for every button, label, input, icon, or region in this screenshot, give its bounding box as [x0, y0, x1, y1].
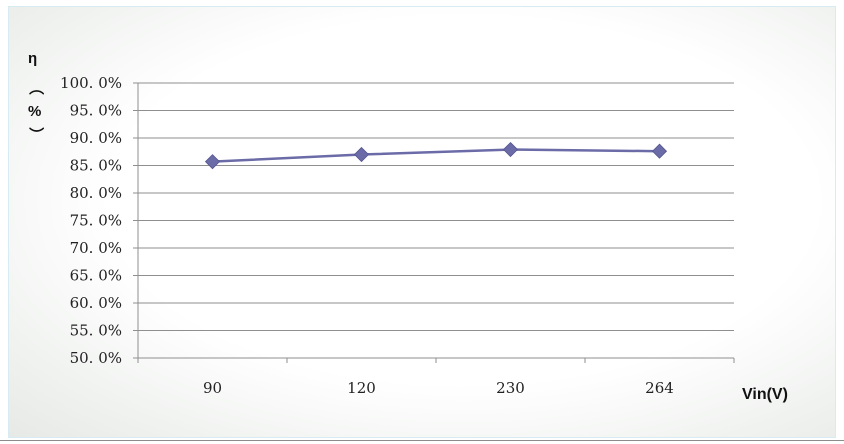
series-line: [212, 148, 660, 163]
y-axis-title-open-paren: （: [27, 80, 45, 95]
y-tick-labels: 50. 0% 55. 0% 60. 0% 65. 0% 70. 0% 75. 0% 80. …: [60, 74, 122, 367]
x-tick-label: 90: [203, 379, 222, 397]
y-axis-title-eta: η: [28, 50, 37, 67]
axes: [133, 82, 735, 363]
y-tick-label: 80. 0%: [70, 184, 122, 202]
x-tick-label: 264: [645, 379, 674, 397]
chart-frame: [8, 6, 836, 438]
y-tick-label: 70. 0%: [70, 239, 122, 257]
y-tick-label: 55. 0%: [70, 322, 122, 340]
data-point-marker: [651, 143, 668, 159]
x-tick-labels: 90 120 230 264: [203, 379, 674, 397]
y-tick-label: 90. 0%: [70, 129, 122, 147]
y-tick-label: 85. 0%: [70, 157, 122, 175]
gridlines: [138, 82, 734, 331]
y-axis-title-percent: %: [28, 103, 41, 120]
y-tick-label: 50. 0%: [70, 349, 122, 367]
x-tick-label: 230: [496, 379, 525, 397]
y-tick-label: 65. 0%: [70, 267, 122, 285]
x-axis-title: Vin(V): [742, 386, 788, 403]
y-tick-label: 95. 0%: [70, 102, 122, 120]
y-tick-label: 60. 0%: [70, 294, 122, 312]
bottom-divider: [0, 440, 844, 441]
data-point-marker: [502, 141, 519, 158]
y-axis-title: η （ % ）: [27, 50, 45, 142]
data-point-marker: [353, 146, 370, 163]
y-tick-label: 75. 0%: [70, 212, 122, 230]
data-point-marker: [204, 154, 221, 170]
x-tick-label: 120: [347, 379, 376, 397]
series-layer: [204, 141, 668, 170]
y-axis-title-close-paren: ）: [27, 127, 45, 142]
y-tick-label: 100. 0%: [60, 74, 122, 92]
